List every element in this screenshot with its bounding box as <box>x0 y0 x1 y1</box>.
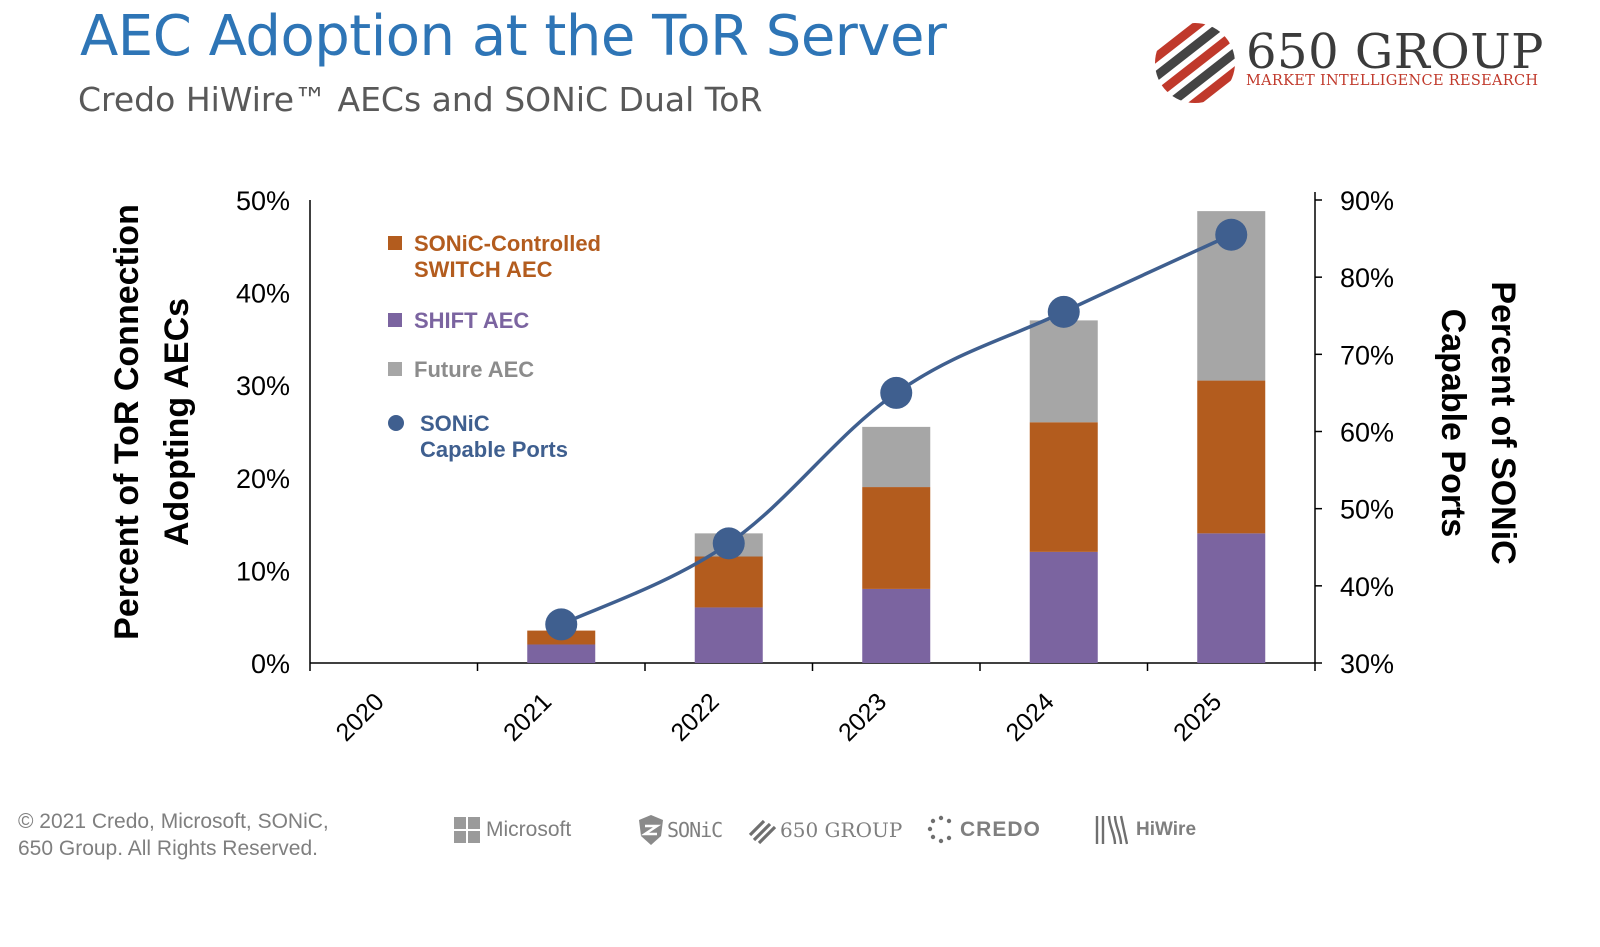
legend-swatch-sonic <box>388 415 404 431</box>
y-tick-label: 50% <box>236 186 290 216</box>
x-tick-label: 2024 <box>1001 688 1060 747</box>
bar-switch-aec <box>694 556 763 608</box>
legend-label-shift: SHIFT AEC <box>414 308 529 333</box>
bar-shift-aec <box>694 607 763 663</box>
bar-switch-aec <box>1197 380 1266 534</box>
sonic-capable-ports-marker <box>880 376 913 409</box>
y2-tick-label: 80% <box>1340 263 1394 293</box>
650-group-logo-tagline: MARKET INTELLIGENCE RESEARCH <box>1246 73 1539 89</box>
y2-tick-label: 30% <box>1340 649 1394 679</box>
legend-label-sonic-line2: Capable Ports <box>420 437 568 462</box>
copyright-line-2: 650 Group. All Rights Reserved. <box>18 837 318 860</box>
y-tick-label: 40% <box>236 279 290 309</box>
y2-tick-label: 50% <box>1340 495 1394 525</box>
legend-label-switch: SONiC-Controlled <box>414 231 601 256</box>
legend-swatch-shift <box>388 313 402 327</box>
legend-label-switch-line2: SWITCH AEC <box>414 257 553 282</box>
bar-switch-aec <box>1029 422 1098 552</box>
legend-swatch-future <box>388 362 402 376</box>
credo-logo-label: CREDO <box>960 818 1041 841</box>
650-group-logo-mark <box>1155 23 1235 103</box>
microsoft-logo-label: Microsoft <box>486 818 572 841</box>
bars-layer <box>527 211 1266 663</box>
legend-swatch-switch <box>388 236 402 250</box>
y2-tick-label: 70% <box>1340 340 1394 370</box>
sonic-capable-ports-marker <box>545 608 578 641</box>
x-tick-label: 2020 <box>331 688 390 747</box>
650-group-small-icon <box>748 819 777 845</box>
y2-tick-label: 40% <box>1340 572 1394 602</box>
y-tick-label: 10% <box>236 556 290 586</box>
legend-label-future: Future AEC <box>414 357 534 382</box>
hiwire-cable-icon <box>1095 815 1128 845</box>
650-group-small-logo: 650 GROUP <box>748 808 902 852</box>
sonic-logo-label: SONiC <box>667 818 723 842</box>
microsoft-logo: Microsoft <box>454 808 571 852</box>
page-subtitle: Credo HiWire™ AECs and SONiC Dual ToR <box>78 80 763 119</box>
y-tick-label: 20% <box>236 464 290 494</box>
y-tick-label: 0% <box>251 649 290 679</box>
x-tick-label: 2022 <box>666 688 725 747</box>
page-title: AEC Adoption at the ToR Server <box>80 4 947 69</box>
y-axis-title-line1: Percent of ToR Connection <box>108 204 146 640</box>
line-layer <box>545 218 1248 641</box>
650-group-logo-name: 650 GROUP <box>1246 24 1544 80</box>
bar-shift-aec <box>862 588 931 663</box>
y-axis-title-line2: Adopting AECs <box>158 298 196 546</box>
bar-shift-aec <box>1197 533 1266 663</box>
y2-axis-title-line2: Capable Ports <box>1434 309 1472 538</box>
bar-future-aec <box>1029 320 1098 423</box>
sonic-shield-icon <box>639 815 663 845</box>
bar-shift-aec <box>1029 551 1098 663</box>
copyright-notice: © 2021 Credo, Microsoft, SONiC, 650 Grou… <box>18 808 378 862</box>
sonic-capable-ports-marker <box>712 527 745 560</box>
bar-switch-aec <box>862 487 931 589</box>
partner-logos: Microsoft SONiC 650 GROUP CREDO <box>450 808 1250 858</box>
legend-label-sonic: SONiC <box>420 411 490 436</box>
credo-logo: CREDO <box>926 808 1041 852</box>
x-tick-label: 2021 <box>498 688 557 747</box>
microsoft-windows-icon <box>454 817 480 843</box>
x-tick-label: 2023 <box>833 688 892 747</box>
x-tick-label: 2025 <box>1168 688 1227 747</box>
copyright-line-1: © 2021 Credo, Microsoft, SONiC, <box>18 810 329 833</box>
sonic-capable-ports-marker <box>1047 295 1080 328</box>
bar-future-aec <box>862 426 931 488</box>
y-tick-label: 30% <box>236 371 290 401</box>
y2-axis-title-line1: Percent of SONiC <box>1484 281 1522 564</box>
hiwire-logo: HiWire <box>1094 808 1196 852</box>
y2-tick-label: 60% <box>1340 418 1394 448</box>
650-group-logo: 650 GROUP MARKET INTELLIGENCE RESEARCH <box>1150 18 1590 108</box>
650-group-small-label: 650 GROUP <box>780 818 903 842</box>
bar-shift-aec <box>527 644 596 663</box>
credo-dots-icon <box>927 815 952 844</box>
aec-adoption-chart: Percent of ToR Connection Adopting AECs … <box>108 186 1522 747</box>
y2-tick-label: 90% <box>1340 186 1394 216</box>
hiwire-logo-label: HiWire <box>1136 819 1197 840</box>
sonic-logo: SONiC <box>638 808 723 852</box>
sonic-capable-ports-marker <box>1215 218 1248 251</box>
